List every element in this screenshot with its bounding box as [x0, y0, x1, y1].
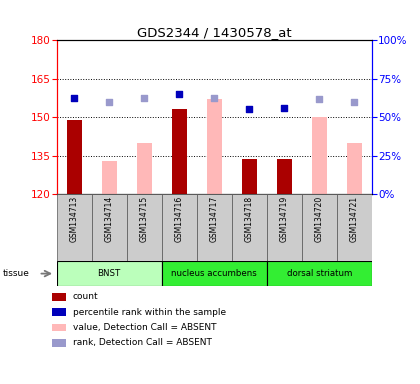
Point	[281, 105, 288, 111]
Bar	[232, 194, 267, 261]
Point	[176, 91, 183, 97]
Text: BNST: BNST	[97, 269, 121, 278]
Bar	[52, 339, 66, 346]
Point	[351, 99, 357, 105]
Bar	[137, 143, 152, 194]
Bar	[57, 261, 162, 286]
Title: GDS2344 / 1430578_at: GDS2344 / 1430578_at	[137, 26, 291, 39]
Text: dorsal striatum: dorsal striatum	[286, 269, 352, 278]
Bar	[242, 159, 257, 194]
Point	[211, 95, 218, 101]
Bar	[172, 109, 186, 194]
Text: GSM134719: GSM134719	[280, 196, 289, 242]
Text: GSM134720: GSM134720	[315, 196, 324, 242]
Bar	[312, 117, 327, 194]
Text: count: count	[73, 293, 98, 301]
Bar	[337, 194, 372, 261]
Bar	[267, 261, 372, 286]
Bar	[52, 324, 66, 331]
Text: tissue: tissue	[2, 268, 29, 278]
Text: percentile rank within the sample: percentile rank within the sample	[73, 308, 226, 317]
Text: nucleus accumbens: nucleus accumbens	[171, 269, 257, 278]
Point	[246, 106, 252, 113]
Bar	[197, 194, 232, 261]
Text: GSM134714: GSM134714	[105, 196, 114, 242]
Bar	[267, 194, 302, 261]
Text: value, Detection Call = ABSENT: value, Detection Call = ABSENT	[73, 323, 216, 332]
Text: rank, Detection Call = ABSENT: rank, Detection Call = ABSENT	[73, 338, 211, 347]
Bar	[102, 161, 117, 194]
Point	[316, 96, 323, 102]
Bar	[127, 194, 162, 261]
Bar	[162, 261, 267, 286]
Text: GSM134713: GSM134713	[70, 196, 79, 242]
Bar	[162, 194, 197, 261]
Bar	[92, 194, 127, 261]
Point	[106, 99, 113, 105]
Bar	[347, 143, 362, 194]
Text: GSM134717: GSM134717	[210, 196, 219, 242]
Text: GSM134715: GSM134715	[140, 196, 149, 242]
Text: GSM134718: GSM134718	[245, 196, 254, 242]
Bar	[57, 194, 92, 261]
Bar	[277, 159, 291, 194]
Point	[141, 95, 147, 101]
Point	[71, 95, 78, 101]
Bar	[52, 308, 66, 316]
Text: GSM134716: GSM134716	[175, 196, 184, 242]
Bar	[207, 99, 222, 194]
Bar	[67, 120, 81, 194]
Bar	[302, 194, 337, 261]
Text: GSM134721: GSM134721	[350, 196, 359, 242]
Bar	[52, 293, 66, 301]
